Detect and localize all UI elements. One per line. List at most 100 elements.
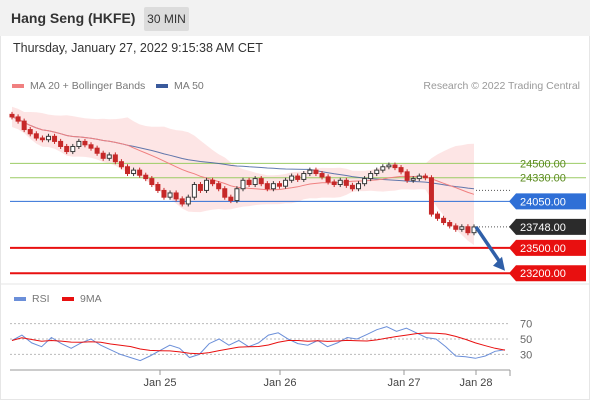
candle-body bbox=[234, 188, 240, 202]
candle-body bbox=[289, 175, 295, 181]
level-label-pivot: 24050.00 bbox=[520, 196, 566, 208]
candle-body bbox=[228, 196, 234, 202]
ma50-legend-label: MA 50 bbox=[174, 80, 204, 92]
level-label-support: 23200.00 bbox=[520, 268, 566, 280]
candle-body bbox=[45, 135, 51, 141]
candle-body bbox=[325, 176, 331, 183]
candle-body bbox=[392, 164, 398, 169]
candle-body bbox=[94, 147, 100, 154]
candle-body bbox=[362, 178, 368, 185]
candle-body bbox=[33, 133, 39, 139]
candle-body bbox=[112, 154, 118, 163]
candle-body bbox=[416, 175, 422, 180]
candle-body bbox=[331, 181, 337, 186]
candle-body bbox=[131, 169, 137, 175]
candle-body bbox=[21, 120, 27, 131]
candle-body bbox=[295, 175, 301, 180]
rsi-legend-label: RSI bbox=[32, 293, 50, 305]
candle-body bbox=[173, 192, 179, 200]
candle-body bbox=[137, 169, 143, 176]
candle-body bbox=[82, 140, 88, 146]
candle-body bbox=[465, 226, 471, 234]
time-axis-label: Jan 28 bbox=[459, 377, 492, 389]
candle-body bbox=[240, 179, 246, 190]
rsi-tick-label: 70 bbox=[520, 319, 532, 331]
candles-group bbox=[9, 111, 477, 236]
rsi-tick-label: 50 bbox=[520, 334, 532, 346]
time-axis-label: Jan 25 bbox=[143, 377, 176, 389]
candle-body bbox=[216, 183, 222, 190]
research-credit: Research © 2022 Trading Central bbox=[423, 80, 580, 92]
rsi-ma-legend-label: 9MA bbox=[80, 293, 102, 305]
rsi-ma-line bbox=[11, 332, 506, 355]
level-label-tag-support bbox=[509, 239, 586, 256]
candle-body bbox=[88, 144, 94, 149]
rsi-tick-label: 30 bbox=[520, 349, 532, 361]
candle-body bbox=[301, 173, 307, 180]
candle-body bbox=[428, 177, 434, 215]
candle-body bbox=[52, 135, 58, 142]
candle-body bbox=[422, 175, 428, 179]
ma50-swatch bbox=[156, 84, 168, 88]
candle-body bbox=[179, 198, 185, 205]
forecast-arrow-head bbox=[493, 256, 505, 271]
candle-body bbox=[58, 140, 64, 147]
candle-body bbox=[191, 184, 197, 198]
level-label-resistance: 24330.00 bbox=[520, 173, 566, 185]
candle-body bbox=[313, 169, 319, 175]
candle-body bbox=[453, 225, 459, 230]
ma20-legend-label: MA 20 + Bollinger Bands bbox=[30, 80, 146, 92]
candle-body bbox=[149, 178, 155, 186]
candle-body bbox=[435, 213, 441, 219]
level-label-support: 23500.00 bbox=[520, 243, 566, 255]
interval-badge[interactable]: 30 MIN bbox=[144, 7, 189, 31]
time-axis-label: Jan 26 bbox=[263, 377, 296, 389]
candle-body bbox=[270, 183, 276, 190]
rsi-ma-swatch bbox=[62, 297, 74, 301]
candle-body bbox=[459, 226, 465, 230]
candle-body bbox=[410, 178, 416, 181]
candle-body bbox=[76, 140, 82, 147]
candle-body bbox=[155, 184, 161, 191]
candle-body bbox=[15, 116, 21, 122]
level-label-resistance: 24500.00 bbox=[520, 158, 566, 170]
candle-body bbox=[374, 169, 380, 175]
candle-body bbox=[125, 166, 130, 175]
level-label-tag-support bbox=[509, 265, 586, 282]
bollinger-band bbox=[12, 106, 474, 245]
candle-body bbox=[349, 184, 355, 190]
chart-header: Hang Seng (HKFE) 30 MIN bbox=[0, 0, 590, 36]
level-label-tag-pivot bbox=[509, 193, 586, 210]
candle-body bbox=[118, 161, 124, 168]
candle-body bbox=[368, 173, 374, 180]
candle-body bbox=[204, 179, 210, 191]
candle-body bbox=[343, 179, 349, 186]
time-axis-label: Jan 27 bbox=[387, 377, 420, 389]
candle-body bbox=[283, 179, 289, 187]
candle-body bbox=[197, 184, 203, 191]
candle-body bbox=[386, 164, 392, 168]
legend-rsi: RSI bbox=[14, 293, 50, 305]
timestamp: Thursday, January 27, 2022 9:15:38 AM CE… bbox=[13, 41, 263, 55]
legend-rsi-ma: 9MA bbox=[62, 293, 102, 305]
candle-body bbox=[276, 183, 282, 187]
candle-body bbox=[222, 188, 228, 198]
candle-body bbox=[39, 137, 45, 141]
candle-body bbox=[398, 167, 404, 173]
candle-body bbox=[185, 196, 191, 205]
ma20-swatch bbox=[12, 84, 24, 88]
forecast-arrow-shaft bbox=[474, 225, 503, 265]
legend-ma50: MA 50 bbox=[156, 80, 204, 92]
instrument-title: Hang Seng (HKFE) bbox=[11, 10, 136, 26]
candle-body bbox=[246, 179, 252, 186]
candle-body bbox=[337, 179, 343, 186]
candle-body bbox=[252, 178, 258, 186]
level-label-tag-current bbox=[509, 218, 586, 235]
level-label-current: 23748.00 bbox=[520, 222, 566, 234]
candle-body bbox=[70, 145, 76, 153]
candle-body bbox=[319, 173, 325, 178]
candle-body bbox=[167, 192, 173, 198]
candle-body bbox=[258, 178, 264, 185]
rsi-swatch bbox=[14, 297, 26, 301]
